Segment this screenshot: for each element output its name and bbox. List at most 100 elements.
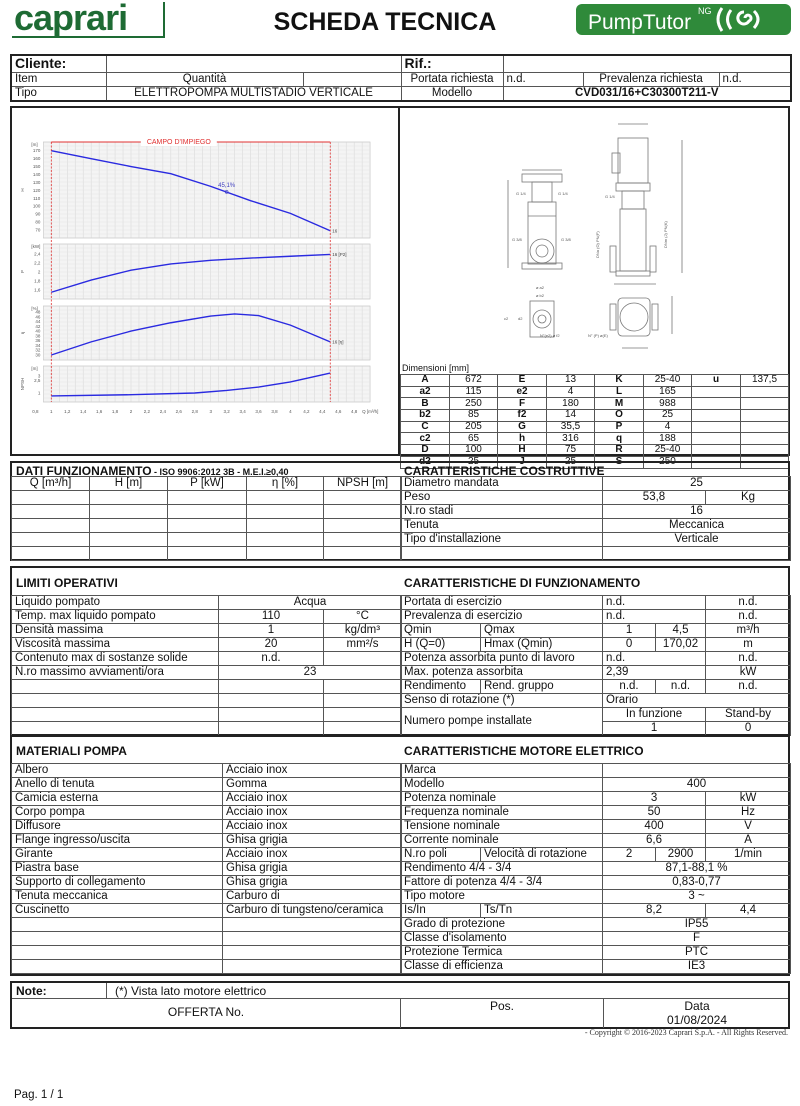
y-tick-label: 2,4 [34, 252, 41, 257]
table-cell: 0,83-0,77 [602, 875, 792, 890]
curve-end-label: 16 [332, 228, 338, 233]
table-cell: Velocità di rotazione [479, 847, 604, 862]
table-cell [218, 693, 324, 708]
data-label: Data [684, 999, 710, 1013]
curve-p [51, 253, 331, 293]
table-cell: Kg [704, 490, 792, 505]
table-row: Rendimento Rend. gruppo n.d. n.d. n.d. [400, 679, 792, 694]
table-cell: Viscosità massima [11, 637, 219, 652]
plot-area [43, 243, 371, 300]
table-row [11, 679, 403, 694]
table-cell: kW [705, 791, 792, 806]
drawing-label: ø a2 [536, 285, 545, 290]
table-row: N.ro massimo avviamenti/ora 23 [11, 665, 403, 680]
table-cell: Camicia esterna [11, 791, 223, 806]
y-tick-label: 2 [38, 270, 41, 275]
table-cell: 672 [449, 374, 498, 387]
svg-text:PumpTutor: PumpTutor [588, 11, 691, 34]
y-tick-label: 42 [35, 324, 41, 329]
drawing-panel: G 1/4 G 1/4 G 3/8 G 3/8 G 1/4 ø a2 ø b2 … [398, 106, 790, 469]
y-tick-label: 130 [33, 180, 41, 185]
drawing-label: d2 [518, 316, 523, 321]
table-cell: 6,6 [602, 833, 707, 848]
table-row: Tipo ELETTROPOMPA MULTISTADIO VERTICALE Mo… [10, 85, 792, 101]
data-value: 01/08/2024 [666, 1013, 728, 1027]
y-tick-label: 1 [38, 391, 41, 396]
table-row: Numero pompe installate In funzione Stand-… [399, 707, 792, 736]
table-cell: mm²/s [322, 637, 403, 652]
table-row: c2 65 h 316 q 188 [400, 432, 789, 446]
table-row: Item Quantità Portata richiesta n.d. Prevale… [10, 71, 792, 87]
x-tick-label: 2,2 [144, 409, 151, 414]
table-cell: NPSH [m] [323, 476, 402, 491]
table-row [11, 945, 402, 960]
y-tick-label: 2,2 [34, 261, 41, 266]
table-row: a2 115 e2 4 L 165 [400, 385, 789, 399]
plot-area [43, 365, 371, 403]
y-tick-label: 36 [35, 338, 41, 343]
table-row: Fattore di potenza 4/4 - 3/4 0,83-0,77 [399, 875, 792, 890]
table-cell [11, 693, 219, 708]
table-cell: Grado di protezione [399, 917, 604, 932]
curve-h [51, 150, 331, 232]
table-row: Is/In Ts/Tn 8,2 4,4 [400, 903, 792, 918]
pump-dimension-drawing: G 1/4 G 1/4 G 3/8 G 3/8 G 1/4 ø a2 ø b2 … [504, 123, 683, 349]
table-cell [89, 546, 168, 561]
table-cell: 0 [602, 637, 657, 652]
table-row: Tenuta Meccanica [400, 518, 792, 533]
table-cell: 170,02 [655, 637, 707, 652]
table-cell: Tensione nominale [399, 819, 604, 834]
table-cell: D [400, 444, 450, 457]
table-cell: 4,4 [705, 903, 792, 918]
table-row: Girante Acciaio inox [11, 847, 402, 862]
table-cell [691, 409, 741, 422]
materials-section: MATERIALI POMPA CARATTERISTICHE MOTORE E… [10, 735, 792, 976]
table-row: Rendimento 4/4 - 3/4 87,1-88,1 % [399, 861, 792, 876]
table-cell [11, 945, 223, 960]
table-cell [246, 532, 324, 547]
y-tick-label: 38 [35, 333, 41, 338]
table-cell: 14 [546, 409, 595, 422]
table-cell: R [594, 444, 644, 457]
table-cell: n.d. [705, 651, 792, 666]
table-cell: 3 [602, 791, 707, 806]
table-cell: 53,8 [602, 490, 706, 505]
table-cell: n.d. [502, 71, 584, 87]
table-cell: Tipo motore [399, 889, 604, 904]
table-row: Marca [399, 763, 792, 778]
x-tick-label: 3 [209, 409, 212, 414]
table-cell: Hmax (Qmin) [479, 637, 604, 652]
table-cell: Piastra base [11, 861, 223, 876]
table-cell: Classe di efficienza [399, 959, 604, 974]
table-cell [89, 490, 168, 505]
table-cell: 188 [643, 432, 692, 446]
table-cell: P [kW] [167, 476, 247, 491]
y-unit-label: [kW] [31, 244, 40, 249]
table-cell [740, 385, 789, 399]
table-cell: F [497, 397, 547, 411]
table-cell: 75 [546, 444, 595, 457]
table-cell: Fattore di potenza 4/4 - 3/4 [399, 875, 604, 890]
header-info-table: Cliente: Rif.: Item Quantità Portata richies… [10, 54, 792, 102]
table-cell: Ghisa grigia [222, 875, 402, 890]
table-cell: n.d. [705, 609, 792, 624]
y-unit-label: [%] [31, 306, 38, 311]
table-cell: Potenza assorbita punto di lavoro [399, 651, 604, 666]
table-cell: Modello [399, 777, 604, 792]
table-cell [218, 707, 324, 722]
table-row: Corpo pompa Acciaio inox [11, 805, 402, 820]
table-cell: 16 [601, 504, 792, 519]
table-cell [222, 959, 402, 974]
table-cell [322, 707, 403, 722]
table-cell: m [705, 637, 792, 652]
table-row: Tenuta meccanica Carburo di [11, 889, 402, 904]
table-cell: Senso di rotazione (*) [399, 693, 604, 708]
table-cell: 65 [449, 432, 498, 446]
performance-chart: 708090100110120130140150160170[m]H1645,1… [20, 136, 378, 414]
table-cell [89, 532, 168, 547]
y-unit-label: [m] [31, 142, 37, 147]
table-row: Max. potenza assorbita 2,39 kW [399, 665, 792, 680]
table-cell [323, 518, 402, 533]
page-number: Pag. 1 / 1 [14, 1089, 64, 1101]
table-cell: 115 [449, 385, 498, 399]
